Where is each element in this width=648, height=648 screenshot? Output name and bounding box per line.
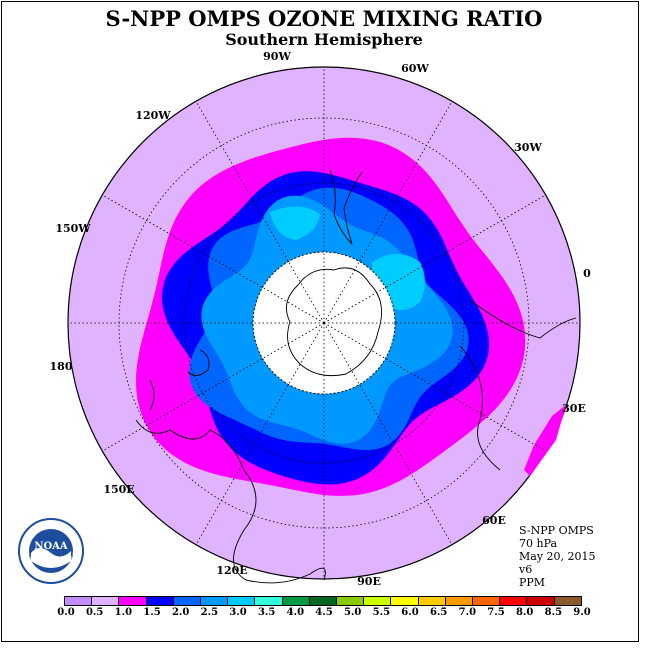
latitude-circle (252, 251, 396, 395)
longitude-label: 120E (216, 564, 247, 577)
colorbar-tick-label: 4.0 (286, 607, 305, 618)
meridian-line (102, 322, 325, 452)
colorbar-tick-label: 1.0 (114, 607, 133, 618)
south-america-coastline (329, 169, 363, 245)
colorbar-swatch (526, 597, 554, 605)
coastline-layer (135, 169, 577, 584)
colorbar-tick-label: 3.0 (229, 607, 247, 618)
noaa-logo: NOAA (18, 518, 84, 584)
info-product: S-NPP OMPS (519, 524, 594, 537)
colorbar-ticks: 0.0 0.5 1.0 1.5 2.0 2.5 3.0 3.5 4.0 4.5 5.0 5.5 6.0 6… (0, 607, 648, 623)
colorbar-swatch (227, 597, 255, 605)
longitude-labels: 90W 60W 30W 0 30E 60E 90E 120E 150E 180 150W 120W (50, 50, 592, 588)
longitude-label: 90E (357, 575, 381, 588)
graticule-layer (68, 67, 580, 579)
info-date: May 20, 2015 (519, 550, 596, 563)
info-units: PPM (519, 576, 546, 589)
africa-coastline (459, 299, 577, 471)
colorbar-tick-label: 2.5 (200, 607, 219, 618)
info-pressure-level: 70 hPa (519, 537, 558, 550)
colorbar-tick-label: 6.0 (401, 607, 419, 618)
colorbar-tick-label: 8.5 (544, 607, 563, 618)
colorbar-swatch (336, 597, 364, 605)
meridian-line (195, 322, 325, 545)
colorbar-tick-label: 3.5 (257, 607, 276, 618)
info-version: v6 (519, 563, 533, 576)
page-title: S-NPP OMPS OZONE MIXING RATIO (105, 6, 543, 31)
product-info: S-NPP OMPS 70 hPa May 20, 2015 v6 PPM (519, 524, 596, 589)
longitude-label: 0 (583, 267, 591, 280)
colorbar-swatch (254, 597, 282, 605)
colorbar-swatch (200, 597, 228, 605)
meridian-line (102, 194, 325, 324)
colorbar-swatch (363, 597, 391, 605)
page-subtitle: Southern Hemisphere (225, 30, 423, 49)
colorbar-swatch (172, 597, 201, 605)
contour-3.0-3.5-north (270, 206, 320, 240)
colorbar-tick-label: 8.0 (515, 607, 534, 618)
colorbar-swatch (417, 597, 445, 605)
magenta-edge-patch (524, 405, 566, 476)
colorbar (64, 596, 582, 606)
longitude-label: 30W (514, 141, 542, 154)
colorbar-tick-label: 5.0 (343, 607, 362, 618)
colorbar-tick-label: 9.0 (573, 607, 591, 618)
colorbar-tick-label: 7.5 (487, 607, 505, 618)
meridian-line (195, 101, 325, 324)
latitude-circle (118, 117, 530, 529)
longitude-label: 180 (50, 360, 73, 373)
longitude-label: 60E (482, 514, 506, 527)
colorbar-swatch (553, 597, 581, 605)
meridian-line (323, 101, 453, 324)
colorbar-tick-label: 0.5 (85, 607, 104, 618)
meridian-line (323, 322, 546, 452)
colorbar-tick-label: 6.5 (429, 607, 448, 618)
colorbar-tick-label: 4.5 (315, 607, 333, 618)
longitude-label: 90W (263, 50, 291, 63)
australia-coastline (135, 419, 326, 584)
colorbar-swatch (118, 597, 146, 605)
colorbar-swatch (499, 597, 527, 605)
colorbar-swatch (145, 597, 173, 605)
longitude-label: 60W (401, 62, 429, 75)
longitude-label: 120W (135, 109, 171, 122)
colorbar-swatch (390, 597, 418, 605)
latitude-circle (183, 182, 465, 464)
colorbar-tick-label: 1.5 (143, 607, 161, 618)
longitude-label: 30E (562, 402, 586, 415)
colorbar-swatch (281, 597, 309, 605)
antarctica-coastline (285, 267, 383, 377)
longitude-label: 150W (55, 222, 91, 235)
colorbar-swatch (91, 597, 119, 605)
svg-text:NOAA: NOAA (34, 541, 68, 552)
new-zealand-coastline (149, 349, 210, 411)
colorbar-tick-label: 0.0 (57, 607, 75, 618)
colorbar-tick-label: 2.0 (171, 607, 190, 618)
colorbar-swatch (308, 597, 337, 605)
longitude-label: 150E (103, 483, 134, 496)
figure-frame (1, 1, 639, 642)
colorbar-tick-label: 7.0 (458, 607, 477, 618)
colorbar-swatch (472, 597, 500, 605)
meridian-line (323, 322, 453, 545)
colorbar-tick-label: 5.5 (372, 607, 391, 618)
meridian-line (323, 194, 546, 324)
colorbar-swatch (65, 597, 92, 605)
colorbar-swatch (444, 597, 473, 605)
